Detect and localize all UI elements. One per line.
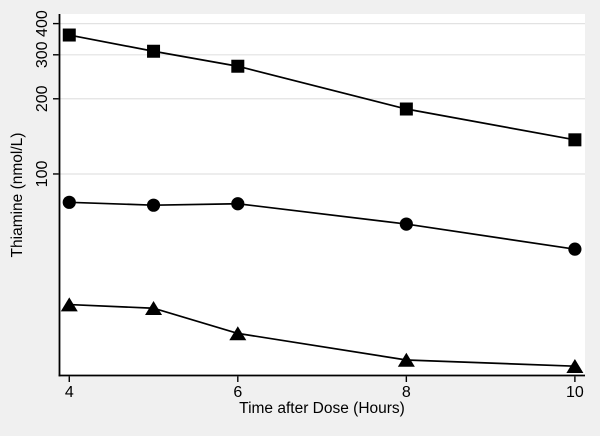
marker-circle-x10	[568, 242, 582, 256]
axis-layer	[53, 14, 585, 382]
marker-square-x5	[147, 44, 161, 58]
x-tick-label-10: 10	[566, 384, 584, 401]
x-tick-label-8: 8	[402, 384, 411, 401]
marker-triangle-x6	[229, 326, 247, 341]
x-tick-label-6: 6	[233, 384, 242, 401]
y-tick-label-400: 400	[34, 10, 51, 37]
y-tick-label-100: 100	[34, 161, 51, 188]
marker-triangle-x8	[397, 352, 415, 367]
marker-circle-x4	[62, 195, 76, 209]
y-axis-title: Thiamine (nmol/L)	[9, 133, 26, 258]
x-axis-title: Time after Dose (Hours)	[239, 400, 405, 417]
marker-square-x8	[399, 102, 413, 116]
marker-triangle-x4	[60, 297, 78, 312]
marker-circle-x6	[231, 197, 245, 211]
marker-triangle-x5	[145, 301, 163, 316]
marker-square-x6	[231, 59, 245, 73]
marker-square-x4	[62, 28, 76, 42]
plot-area	[59, 14, 585, 377]
y-tick-label-200: 200	[34, 85, 51, 112]
marker-circle-x8	[399, 217, 413, 231]
marker-circle-x5	[146, 198, 161, 212]
x-tick-label-4: 4	[65, 384, 74, 401]
y-tick-label-300: 300	[34, 41, 51, 68]
marker-triangle-x10	[566, 358, 584, 373]
series-layer	[60, 28, 584, 373]
tick-label-layer: 4 6 8 10 100 200 300 400	[34, 10, 584, 401]
marker-square-x10	[568, 133, 582, 147]
